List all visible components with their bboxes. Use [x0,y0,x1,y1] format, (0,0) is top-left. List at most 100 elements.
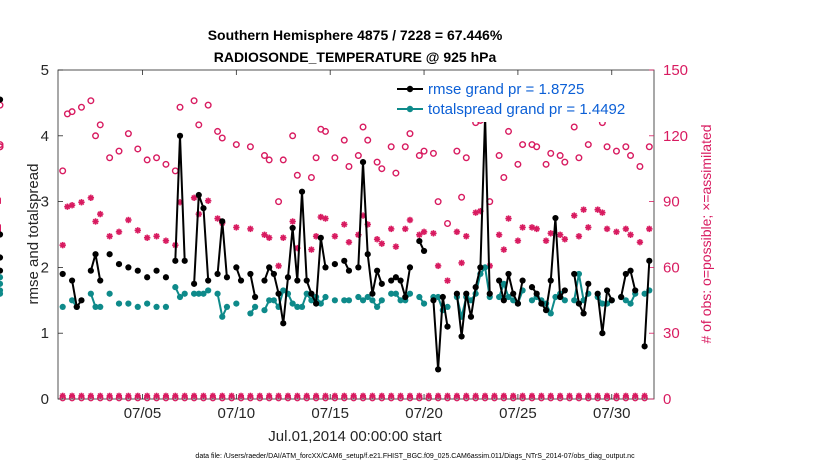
rmse-point [392,274,399,281]
rmse-point [294,277,301,284]
rmse-point [144,274,151,281]
obs-assimilated-stroke [388,392,394,399]
obs-possible-point [106,154,114,162]
obs-assimilated-stroke [613,392,620,399]
obs-assimilated-stroke [571,212,578,219]
obs-assimilated-stroke [627,231,634,238]
rmse-point [78,297,85,304]
totalspread-point [481,264,489,271]
rmse-point [68,277,76,284]
rmse-point [561,287,568,294]
totalspread-point [181,290,188,297]
obs-possible-point [307,173,315,181]
totalspread-point [0,280,4,287]
obs-assimilated-zero-point [482,392,489,399]
x-tick-label: 07/30 [593,405,631,422]
obs-assimilated-zero-point [106,392,113,399]
obs-possible-point [143,156,151,164]
obs-possible-point [514,160,522,168]
totalspread-point [378,297,385,304]
rmse-point [59,270,66,278]
obs-assimilated-stroke [604,392,610,399]
x-tick-label: 07/15 [311,405,349,422]
obs-assimilated-stroke [78,392,85,399]
obs-assimilated-stroke [378,240,385,247]
obs-assimilated-stroke [529,392,535,399]
rmse-point [195,191,202,199]
totalspread-point [341,297,348,304]
obs-assimilated-stroke [463,233,470,240]
obs-assimilated-stroke [505,215,512,222]
obs-assimilated-point [387,225,395,233]
totalspread-point [575,270,583,278]
y-tick-label: 3 [41,194,49,211]
y-tick-label: 0 [41,391,49,408]
obs-assimilated-point [627,231,634,238]
rmse-point [261,277,268,284]
obs-possible-point [533,143,541,151]
rmse-point [406,264,414,271]
rmse-point [322,264,329,271]
totalspread-point [92,303,99,310]
obs-assimilated-point [603,225,611,233]
obs-assimilated-point [331,233,339,240]
rmse-point [0,96,4,103]
obs-assimilated-point [500,246,508,253]
obs-possible-point [584,141,592,149]
rmse-point [486,290,493,297]
rmse-point [237,277,245,284]
obs-possible-point [68,108,76,116]
rmse-point [280,320,287,327]
rmse-point [388,277,395,284]
obs-assimilated-stroke [172,392,179,399]
obs-assimilated-stroke [280,234,287,241]
obs-assimilated-stroke [238,392,244,399]
obs-assimilated-point [92,218,99,225]
obs-assimilated-stroke [303,392,310,399]
obs-assimilated-zero-point [247,392,254,399]
obs-assimilated-stroke [78,199,85,206]
rmse-point [284,274,292,281]
obs-assimilated-zero-point [575,392,582,399]
rmse-point [514,300,522,307]
totalspread-point [247,310,254,317]
obs-assimilated-zero-point [294,392,301,399]
obs-assimilated-stroke [135,392,141,399]
obs-assimilated-stroke [435,392,441,399]
rmse-point [444,323,451,330]
obs-assimilated-stroke [322,392,329,399]
obs-assimilated-zero-point [632,392,639,399]
obs-assimilated-stroke [346,239,352,246]
obs-assimilated-stroke [275,262,282,269]
obs-possible-point [275,198,283,206]
obs-assimilated-stroke [191,392,197,399]
rmse-point [533,290,540,297]
obs-assimilated-stroke [533,226,540,232]
obs-assimilated-stroke [153,392,160,399]
obs-assimilated-stroke [501,392,507,399]
obs-assimilated-point [97,210,104,218]
obs-assimilated-stroke [454,392,460,399]
obs-assimilated-stroke [261,231,268,238]
obs-assimilated-stroke [585,224,592,231]
rmse-point [125,264,132,271]
obs-assimilated-zero-point [350,392,357,399]
obs-assimilated-point [420,228,428,236]
totalspread-point [252,303,259,310]
obs-assimilated-stroke [163,237,169,244]
obs-assimilated-point [453,228,461,236]
obs-assimilated-stroke [313,392,319,399]
obs-assimilated-point [378,240,386,247]
obs-assimilated-point [505,215,512,222]
obs-assimilated-point [571,212,578,219]
totalspread-point [505,293,512,301]
obs-possible-point [636,163,644,171]
obs-assimilated-stroke [416,231,423,238]
rmse-point [416,237,423,245]
obs-possible-point [124,130,132,138]
obs-assimilated-stroke [181,392,188,399]
obs-assimilated-point [392,243,400,250]
obs-assimilated-stroke [561,236,568,243]
obs-assimilated-point [247,225,254,233]
rmse-point [510,290,517,297]
